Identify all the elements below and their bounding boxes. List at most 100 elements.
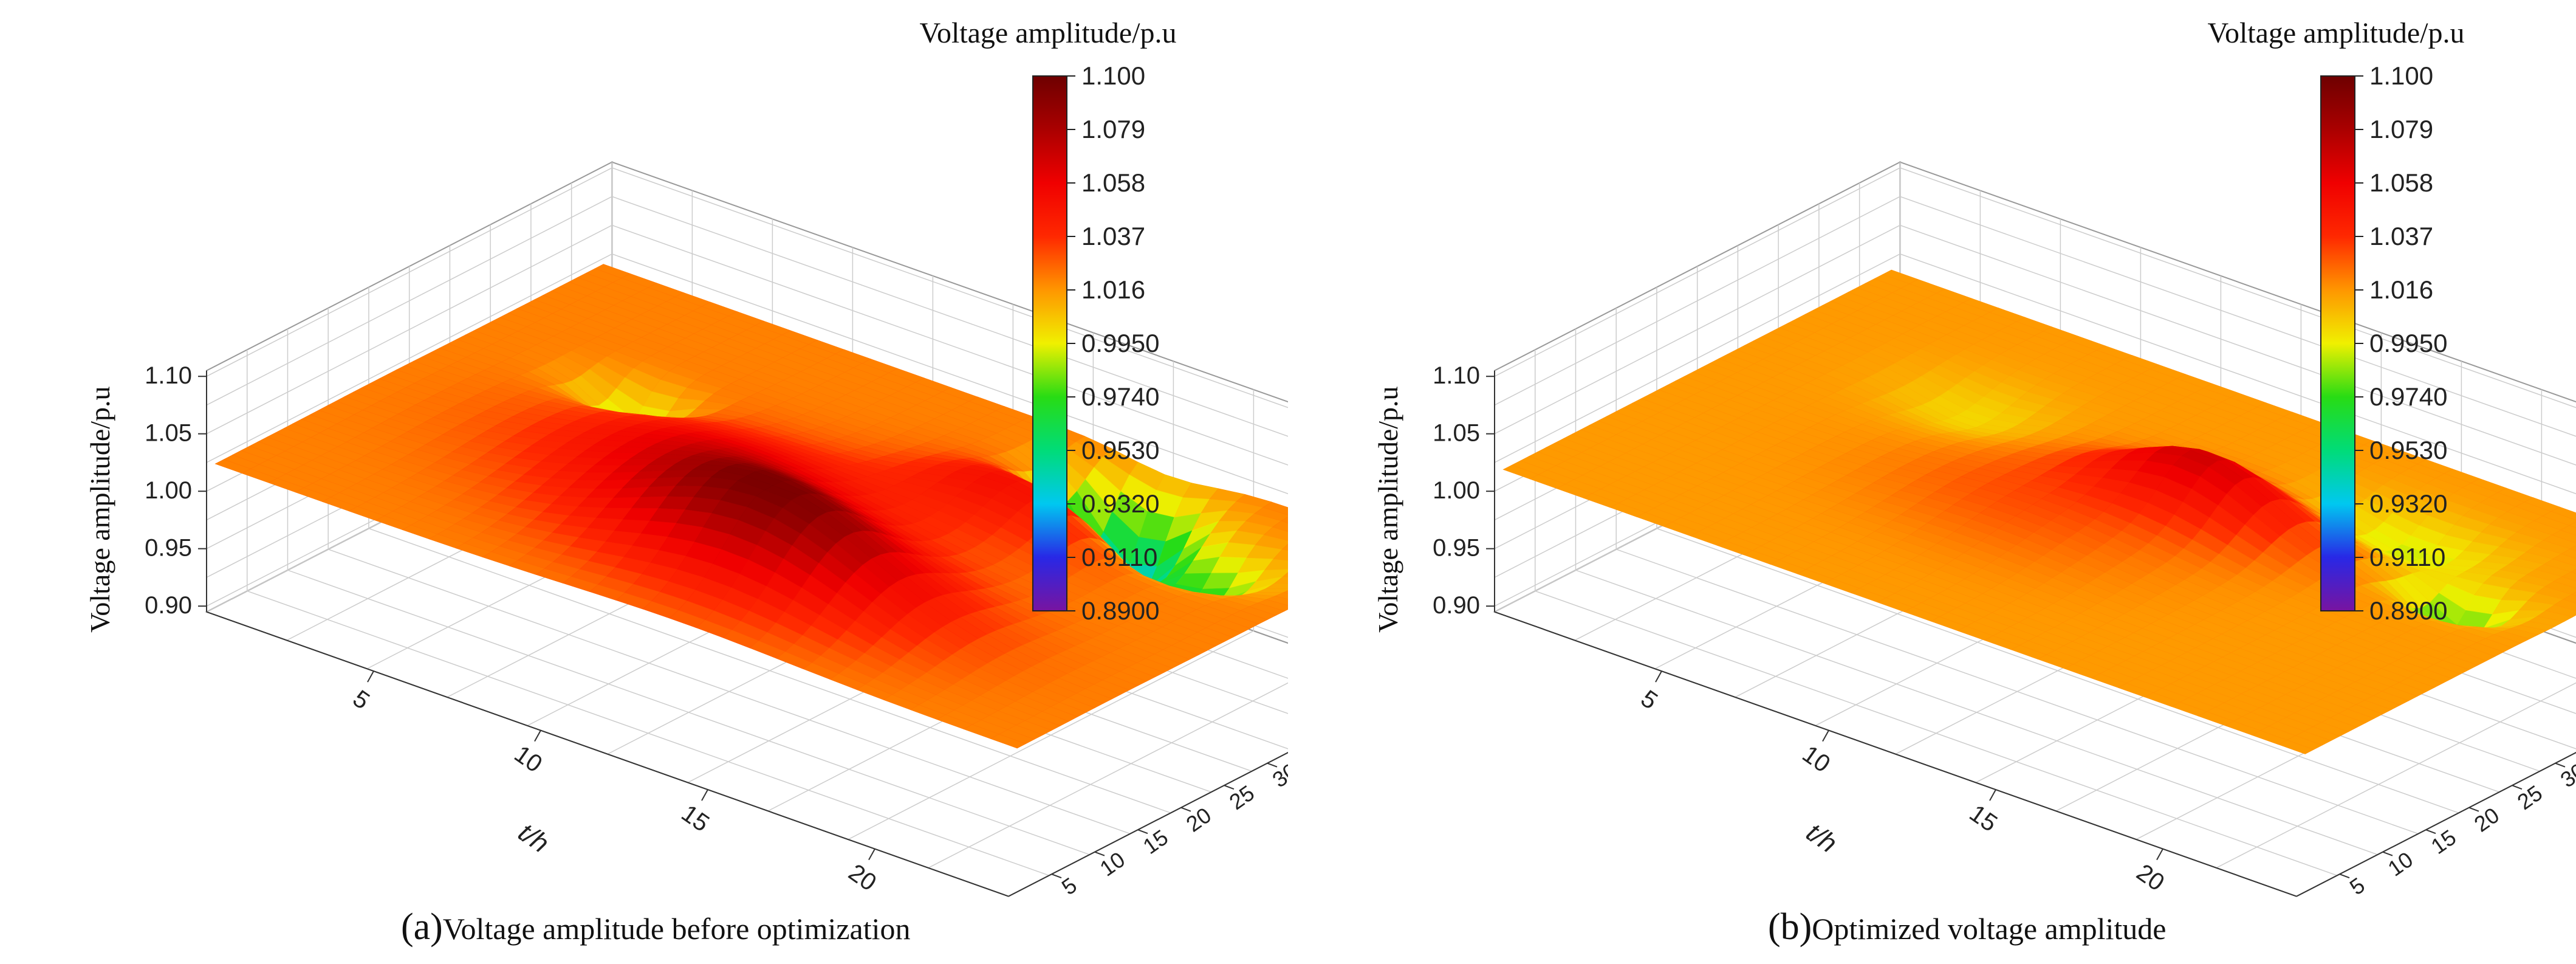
panel-caption: (b)Optimized voltage amplitude: [1768, 906, 2166, 948]
node-axis-line: [1008, 752, 1288, 897]
colorbar-tick-label: 0.9530: [2369, 436, 2447, 464]
surface-cell: [990, 734, 1027, 749]
grid-line: [1534, 349, 2337, 876]
grid-line: [287, 329, 1090, 855]
node-tick-label: 10: [2383, 847, 2417, 881]
z-tick-label: 1.00: [1433, 477, 1480, 504]
grid-line: [928, 682, 1288, 869]
grid-line: [246, 349, 1049, 876]
plot-group: 0.90 0.95 1.00 1.05 1.10 Voltage amplitude/p.…: [1372, 17, 2576, 948]
colorbar-tick-label: 1.037: [2369, 222, 2433, 250]
surface-cell: [1281, 516, 1288, 524]
grid-line: [1656, 287, 2459, 814]
z-tick-label: 1.05: [1433, 420, 1480, 447]
colorbar-tick-label: 1.058: [2369, 168, 2433, 197]
node-tick-mark: [2555, 762, 2566, 768]
z-tick-label: 0.95: [145, 535, 192, 562]
z-tick-label: 1.05: [145, 420, 192, 447]
colorbar-tick-label: 0.9320: [1081, 489, 1159, 518]
grid-line: [1494, 196, 2576, 437]
grid-line: [206, 224, 1288, 466]
colorbar-tick-label: 0.9110: [2369, 543, 2445, 571]
node-tick-mark: [2468, 807, 2479, 812]
surface-cell: [1281, 543, 1288, 551]
t-tick-label: 10: [1798, 740, 1835, 778]
node-tick-mark: [2382, 851, 2393, 856]
node-tick-mark: [1224, 785, 1235, 790]
node-tick-mark: [1180, 807, 1191, 812]
node-tick-label: 15: [2427, 825, 2461, 859]
colorbar-title: Voltage amplitude/p.u: [2207, 17, 2464, 49]
surface-cell: [2563, 594, 2576, 604]
grid-line: [1494, 224, 2576, 466]
t-tick-mark: [534, 730, 541, 742]
colorbar-title: Voltage amplitude/p.u: [919, 17, 1176, 49]
node-tick-mark: [1094, 851, 1105, 856]
node-tick-label: 5: [1057, 872, 1081, 900]
grid-line: [1575, 329, 2378, 855]
node-tick-label: 25: [2513, 780, 2547, 815]
surface-cell: [2570, 569, 2576, 574]
surface-cell: [2569, 522, 2576, 528]
colorbar-tick-label: 0.9740: [2369, 382, 2447, 411]
colorbar-tick-label: 1.079: [2369, 115, 2433, 143]
grid-line: [848, 390, 1255, 840]
colorbar-bar: [2320, 75, 2355, 611]
t-tick-label: 5: [1636, 685, 1662, 715]
node-tick-mark: [1267, 762, 1278, 768]
node-tick-label: 5: [2345, 872, 2369, 900]
t-tick-mark: [701, 789, 708, 801]
node-tick-label: 15: [1139, 825, 1173, 859]
surface-cell: [2561, 548, 2576, 559]
z-tick-label: 0.90: [145, 592, 192, 619]
colorbar-tick-label: 0.9320: [2369, 489, 2447, 518]
z-tick-label: 0.90: [1433, 592, 1480, 619]
chart-panel-a: 0.90 0.95 1.00 1.05 1.10 Voltage amplitude/p.…: [84, 17, 1288, 948]
surface: [214, 264, 1288, 749]
z-tick-label: 1.00: [145, 477, 192, 504]
node-tick-label: 20: [1182, 802, 1216, 837]
node-tick-label: 30: [1268, 758, 1288, 793]
surface-cell: [2560, 525, 2576, 536]
colorbar-tick-label: 1.100: [1081, 61, 1145, 90]
node-tick-label: 25: [1225, 780, 1259, 815]
grid-line: [206, 253, 1288, 495]
chart-panel-b: 0.90 0.95 1.00 1.05 1.10 Voltage amplitude/p.…: [1288, 0, 2576, 964]
colorbar-tick-label: 0.9530: [1081, 436, 1159, 464]
colorbar-tick-label: 0.9110: [1081, 543, 1157, 571]
t-tick-mark: [1822, 730, 1829, 742]
colorbar-tick-label: 0.8900: [2369, 596, 2447, 625]
z-tick-label: 1.10: [145, 362, 192, 389]
grid-line: [2216, 682, 2576, 869]
grid-line: [327, 308, 1131, 835]
z-axis-title: Voltage amplitude/p.u: [84, 386, 115, 632]
surface: [1502, 269, 2576, 754]
surface-cell: [1272, 520, 1288, 532]
node-tick-mark: [2425, 829, 2436, 835]
t-tick-mark: [1989, 789, 1996, 801]
grid-line: [206, 196, 1288, 437]
t-tick-label: 20: [2132, 859, 2170, 897]
caption-text: Optimized voltage amplitude: [1812, 912, 2166, 946]
t-tick-mark: [2156, 849, 2163, 861]
grid-line: [206, 167, 1288, 408]
t-tick-mark: [367, 670, 374, 683]
surface-cell: [1274, 592, 1288, 600]
surface-cell: [2571, 591, 2576, 596]
node-tick-label: 10: [1095, 847, 1129, 881]
colorbar-tick-label: 0.9950: [2369, 329, 2447, 357]
grid-line: [368, 287, 1171, 814]
node-tick-label: 20: [2470, 802, 2504, 837]
caption-text: Voltage amplitude before optimization: [443, 912, 911, 946]
surface-plot-a: 0.90 0.95 1.00 1.05 1.10 Voltage amplitude/p.…: [84, 17, 1288, 948]
node-tick-mark: [1137, 829, 1148, 835]
surface-plot-b: 0.90 0.95 1.00 1.05 1.10 Voltage amplitude/p.…: [1372, 17, 2576, 948]
t-tick-label: 15: [677, 800, 714, 838]
z-axis-title: Voltage amplitude/p.u: [1372, 386, 1403, 632]
node-axis-line: [2296, 752, 2576, 897]
node-tick-mark: [2339, 873, 2350, 879]
colorbar-tick-label: 1.100: [2369, 61, 2433, 90]
plot-group: 0.90 0.95 1.00 1.05 1.10 Voltage amplitude/p.…: [84, 17, 1288, 948]
z-tick-label: 1.10: [1433, 362, 1480, 389]
node-tick-mark: [1051, 873, 1062, 879]
